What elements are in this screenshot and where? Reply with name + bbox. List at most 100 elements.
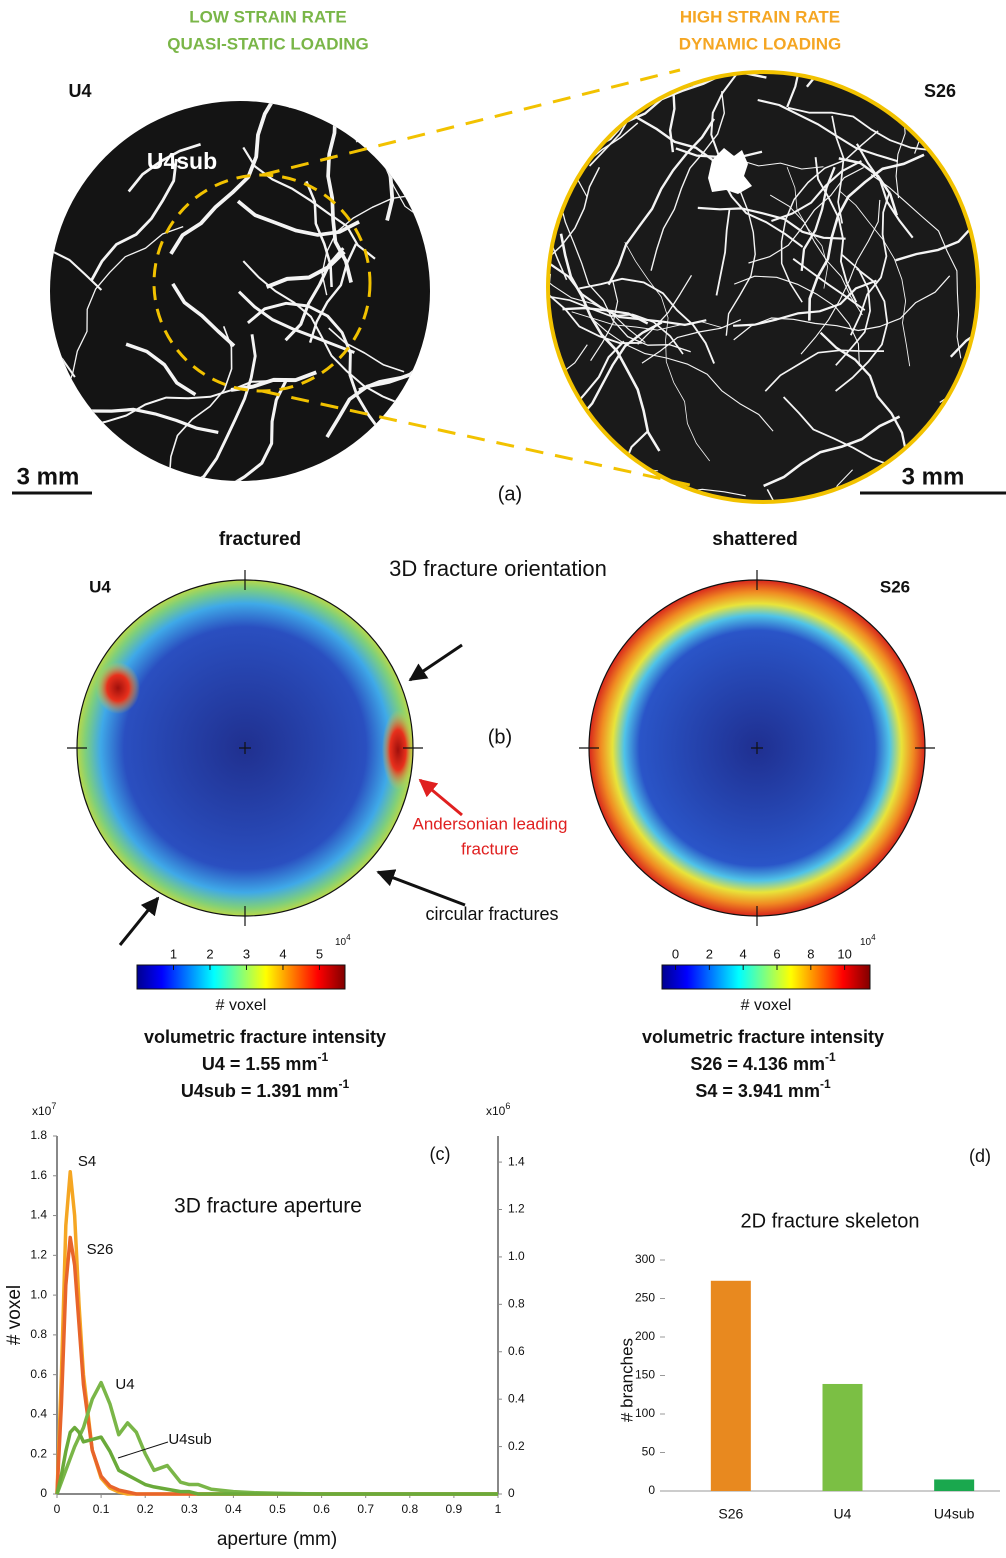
fracture xyxy=(915,0,971,154)
heading: QUASI-STATIC LOADING xyxy=(167,34,368,53)
annotation: Andersonian leading xyxy=(412,814,567,833)
heading: shattered xyxy=(712,529,798,550)
y-tick-label: 0.2 xyxy=(30,1446,47,1460)
x-tick-label: 1 xyxy=(495,1502,502,1516)
series-line xyxy=(57,1172,498,1494)
x-tick-label: 0.8 xyxy=(401,1502,418,1516)
intensity-value: U4sub = 1.391 mm-1 xyxy=(181,1077,350,1101)
y-axis-label: # branches xyxy=(617,1338,636,1422)
fracture xyxy=(960,0,999,162)
scale-label: 3 mm xyxy=(902,463,965,490)
bar xyxy=(823,1384,863,1491)
y-tick-label: 1.2 xyxy=(30,1248,47,1262)
intensity-title: volumetric fracture intensity xyxy=(642,1027,884,1047)
y2-tick-label: 1.4 xyxy=(508,1154,525,1168)
x-tick-label: 0.1 xyxy=(93,1502,110,1516)
y-tick-label: 200 xyxy=(635,1329,655,1343)
colorbar-tick-label: 1 xyxy=(170,946,177,961)
colorbar-tick-label: 8 xyxy=(807,946,814,961)
scale-label: 3 mm xyxy=(17,463,80,490)
multiplier-exp: 6 xyxy=(505,1101,510,1111)
chart-title: 2D fracture skeleton xyxy=(741,1210,920,1232)
page: {"panel_a":{"label":"(a)","left_heading"… xyxy=(0,0,1006,1553)
y2-tick-label: 0.8 xyxy=(508,1297,525,1311)
series-line xyxy=(57,1428,498,1494)
sample-label: S26 xyxy=(880,577,910,596)
x-tick-label: 0.3 xyxy=(181,1502,198,1516)
figure: LOW STRAIN RATE QUASI-STATIC LOADING HIG… xyxy=(0,0,1006,1553)
intensity-value: S26 = 4.136 mm-1 xyxy=(690,1050,836,1074)
x-tick-label: 0.6 xyxy=(313,1502,330,1516)
series-line xyxy=(57,1237,498,1494)
panel-title: 3D fracture orientation xyxy=(389,556,607,581)
fracture xyxy=(499,431,606,446)
y-tick-label: 0 xyxy=(40,1486,47,1500)
colorbar-tick-label: 2 xyxy=(706,946,713,961)
arrow xyxy=(120,898,158,945)
x-tick-label: 0.4 xyxy=(225,1502,242,1516)
x-tick-label: U4 xyxy=(834,1506,852,1522)
y-tick-label: 0.4 xyxy=(30,1407,47,1421)
colorbar-tick-label: 4 xyxy=(740,946,747,961)
x-tick-label: 0.7 xyxy=(357,1502,374,1516)
x-tick-label: U4sub xyxy=(934,1506,975,1522)
sample-label: U4 xyxy=(68,81,91,101)
annotation: fracture xyxy=(461,839,519,858)
fracture xyxy=(468,432,648,573)
intensity-text: S4 = 3.941 mm xyxy=(695,1081,820,1101)
y-tick-label: 150 xyxy=(635,1368,655,1382)
annotation: circular fractures xyxy=(425,904,558,924)
y2-tick-label: 0.6 xyxy=(508,1344,525,1358)
intensity-text: S26 = 4.136 mm xyxy=(690,1054,825,1074)
intensity-text: volumetric fracture intensity U4 = 1.55 m… xyxy=(144,1027,884,1101)
bar xyxy=(711,1281,751,1491)
y-tick-label: 1.4 xyxy=(30,1208,47,1222)
colorbar-label: # voxel xyxy=(216,997,267,1014)
series-label: U4 xyxy=(115,1376,134,1393)
y-tick-label: 50 xyxy=(642,1445,656,1459)
x-tick-label: 0.5 xyxy=(269,1502,286,1516)
y-tick-label: 100 xyxy=(635,1406,655,1420)
x-tick-label: 0.9 xyxy=(446,1502,463,1516)
panel-label: (c) xyxy=(430,1144,451,1164)
y-tick-label: 1.0 xyxy=(30,1287,47,1301)
multiplier-base: x10 xyxy=(32,1104,52,1118)
y2-tick-label: 0.2 xyxy=(508,1439,525,1453)
fracture xyxy=(170,80,314,105)
multiplier-exp: 4 xyxy=(871,933,876,942)
y2-tick-label: 0.4 xyxy=(508,1391,525,1405)
sample-label: S26 xyxy=(924,81,956,101)
bar xyxy=(934,1479,974,1491)
chart-title: 3D fracture aperture xyxy=(174,1195,362,1218)
fracture xyxy=(377,408,419,570)
intensity-exp: -1 xyxy=(825,1050,836,1064)
fracture xyxy=(448,89,641,113)
heading: HIGH STRAIN RATE xyxy=(680,7,840,26)
arrow xyxy=(410,645,462,680)
intensity-exp: -1 xyxy=(820,1077,831,1091)
colorbar-tick-label: 10 xyxy=(837,946,851,961)
intensity-text: U4sub = 1.391 mm xyxy=(181,1081,339,1101)
y-tick-label: 250 xyxy=(635,1291,655,1305)
panel-label: (a) xyxy=(498,483,522,505)
colorbar-multiplier: 104 xyxy=(335,933,351,948)
colorbar-tick-label: 2 xyxy=(206,946,213,961)
colorbar-tick-label: 5 xyxy=(316,946,323,961)
y-tick-label: 1.8 xyxy=(30,1128,47,1142)
colorbar-tick-label: 4 xyxy=(279,946,286,961)
series-label: S4 xyxy=(78,1153,96,1170)
hotspot xyxy=(382,710,414,790)
panel-label: (d) xyxy=(969,1146,991,1166)
fracture xyxy=(0,303,51,448)
y2-tick-label: 1.0 xyxy=(508,1249,525,1263)
x-tick-label: S26 xyxy=(718,1506,743,1522)
intensity-exp: -1 xyxy=(338,1077,349,1091)
arrow xyxy=(420,780,462,815)
subvolume-label: U4sub xyxy=(147,148,217,174)
x-axis-label: aperture (mm) xyxy=(217,1529,337,1550)
intensity-text: U4 = 1.55 mm xyxy=(202,1054,318,1074)
multiplier-base: x10 xyxy=(486,1104,506,1118)
charts: 00.20.40.60.81.01.21.41.61.800.20.40.60.… xyxy=(4,1101,1000,1550)
hotspot xyxy=(96,662,140,714)
